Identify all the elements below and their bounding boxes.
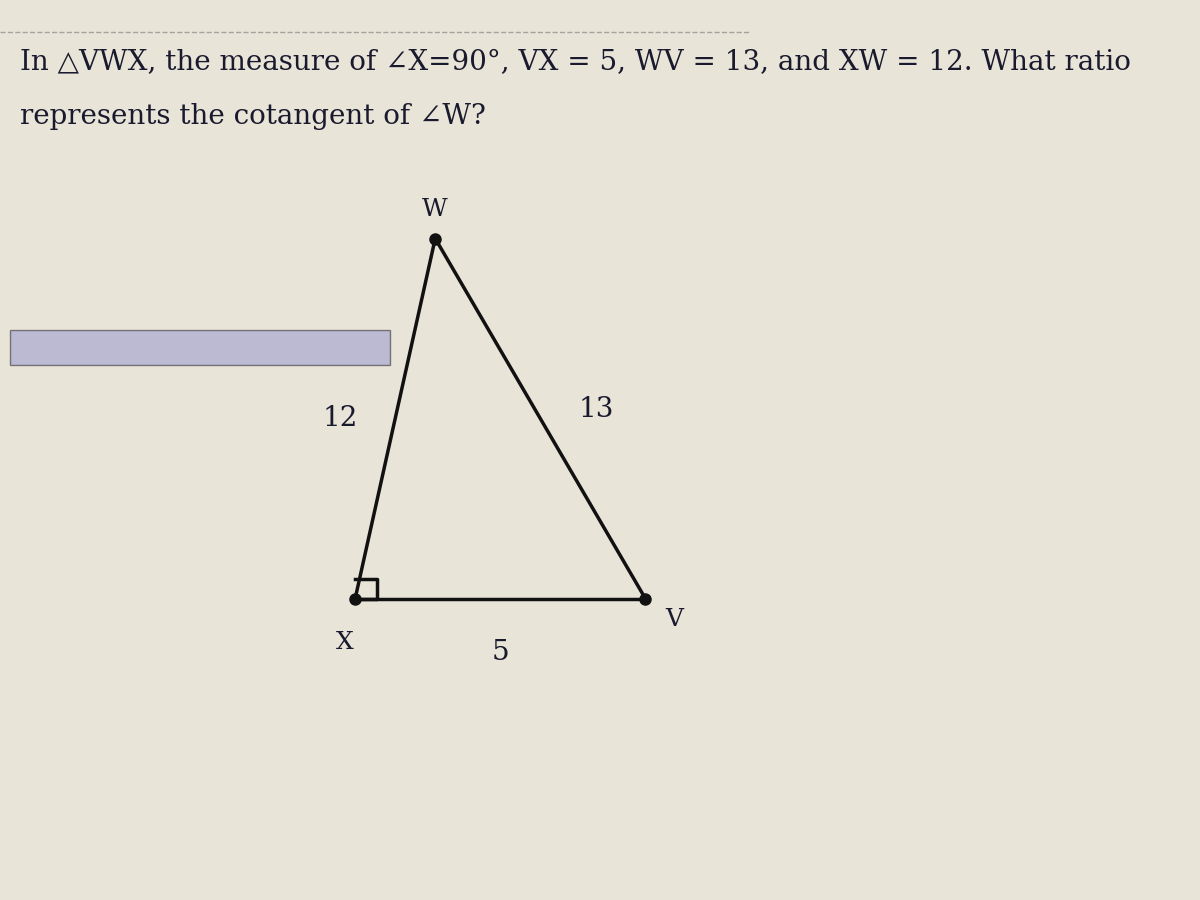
Text: X: X bbox=[336, 631, 354, 654]
Text: 13: 13 bbox=[578, 396, 613, 423]
Text: 5: 5 bbox=[492, 639, 509, 666]
Text: In △VWX, the measure of ∠X=90°, VX = 5, WV = 13, and XW = 12. What ratio: In △VWX, the measure of ∠X=90°, VX = 5, … bbox=[20, 50, 1130, 76]
Text: 12: 12 bbox=[323, 405, 358, 432]
Text: represents the cotangent of ∠W?: represents the cotangent of ∠W? bbox=[20, 104, 486, 130]
FancyBboxPatch shape bbox=[10, 330, 390, 365]
Text: V: V bbox=[665, 608, 683, 631]
Text: W: W bbox=[422, 197, 448, 220]
